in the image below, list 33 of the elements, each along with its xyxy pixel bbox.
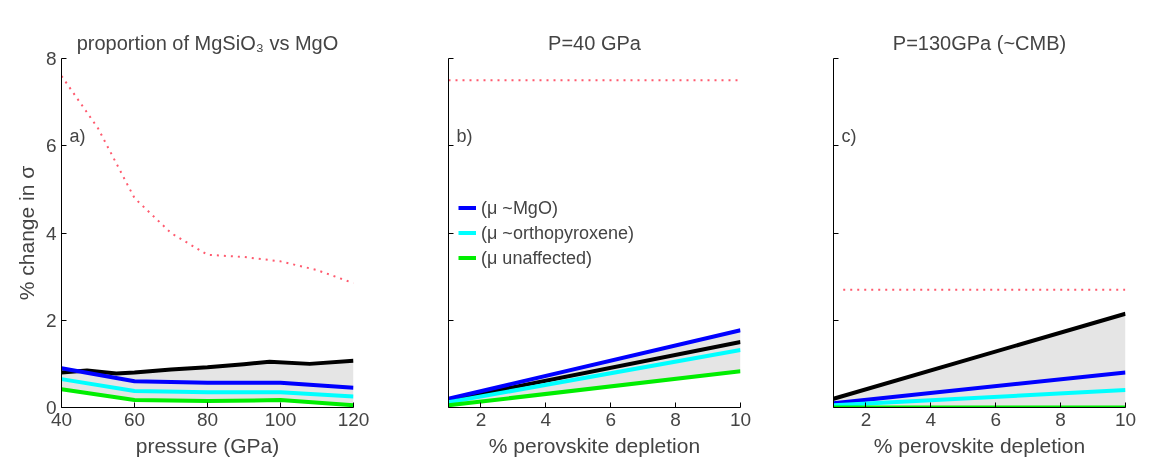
x-tick-label: 8 [670,408,681,430]
legend-label: (μ unaffected) [481,247,593,268]
annotation: b) [456,125,473,146]
chart-title: P=130GPa (~CMB) [892,31,1067,54]
y-tick-label: 2 [45,309,57,331]
chart-title: P=40 GPa [548,31,642,54]
y-tick-label: 8 [45,48,57,69]
x-tick-label: 2 [475,408,487,430]
x-tick-label: 4 [925,408,937,430]
x-tick-label: 80 [196,408,219,430]
x-tick-label: 10 [1114,408,1137,430]
y-axis-title: % change in σ [14,165,38,301]
x-tick-label: 4 [540,408,552,430]
legend-label: (μ ~orthopyroxene) [481,222,634,243]
x-tick-label: 100 [264,408,297,430]
x-tick-label: 10 [729,408,752,430]
x-axis-title: % perovskite depletion [873,433,1086,457]
x-tick-label: 120 [337,408,370,430]
x-tick-label: 8 [1055,408,1066,430]
x-tick-label: 6 [605,408,617,430]
chart-title: proportion of MgSiO₃ vs MgO [76,31,339,54]
x-tick-label: 2 [860,408,872,430]
y-tick-label: 6 [45,135,57,157]
x-axis-title: % perovskite depletion [488,433,701,457]
x-axis-title: pressure (GPa) [135,433,280,457]
x-tick-label: 60 [123,408,146,430]
annotation: c) [841,125,857,146]
line-series [61,377,354,399]
legend-label: (μ ~MgO) [481,197,558,218]
annotation: a) [69,125,86,146]
x-tick-label: 6 [990,408,1002,430]
line-series [61,366,354,390]
y-tick-label: 4 [45,222,57,244]
